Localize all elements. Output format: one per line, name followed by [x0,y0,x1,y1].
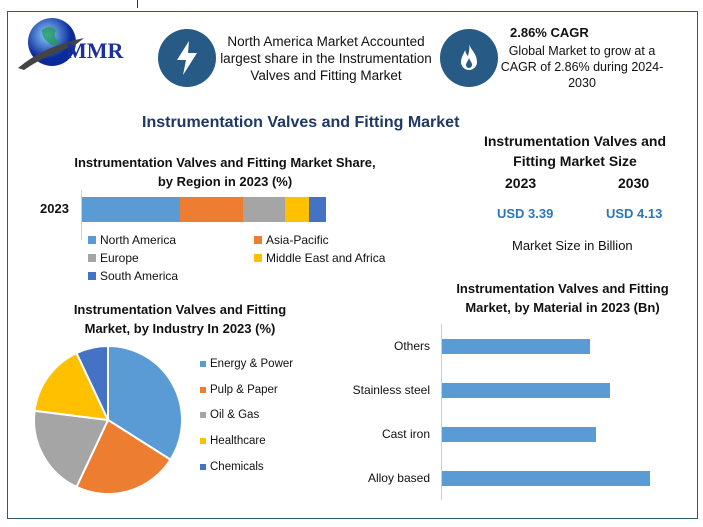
legend-swatch [88,236,96,244]
value-2023: USD 3.39 [497,206,554,221]
region-legend-item: Asia-Pacific [254,233,329,247]
legend-swatch [200,463,206,470]
material-label: Cast iron [381,427,430,441]
region-segment-middle-east-and-africa [284,197,309,222]
material-bar-stainless-steel [442,383,610,398]
region-segment-europe [243,197,285,222]
market-size-note: Market Size in Billion [512,238,633,253]
globe-icon [18,18,84,70]
year-2030: 2030 [618,175,650,191]
legend-label: North America [100,233,177,247]
industry-legend-item: Pulp & Paper [200,384,278,396]
logo-text: MMR [66,38,124,63]
market-size-title: Instrumentation Valves and Fitting Marke… [483,133,667,169]
industry-legend-item: Healthcare [200,435,266,447]
pie-slice-oil-gas [33,409,110,489]
industry-legend-item: Energy & Power [200,358,293,370]
legend-label: Chemicals [210,460,264,473]
legend-swatch [254,236,262,244]
legend-swatch [200,386,206,393]
value-2030: USD 4.13 [606,206,663,221]
material-bar-others [442,339,590,354]
legend-swatch [200,361,206,367]
legend-label: Europe [100,251,139,265]
infographic-frame [7,11,698,519]
region-segment-south-america [308,197,326,222]
material-bar-cast-iron [442,427,596,442]
flame-icon [440,29,498,87]
legend-swatch [254,254,262,262]
pie-slice-chemicals [75,344,109,421]
cagr-title: 2.86% CAGR [510,25,589,40]
material-label: Alloy based [367,471,430,485]
industry-legend-item: Chemicals [200,461,264,473]
region-segment-north-america [82,197,180,222]
page-title: Instrumentation Valves and Fitting Marke… [142,114,460,131]
lightning-icon [158,29,216,87]
industry-pie-chart [33,344,183,495]
legend-label: South America [100,269,179,283]
region-legend-item: Europe [88,251,139,265]
region-legend-item: South America [88,269,178,283]
pie-slice-healthcare [33,351,110,422]
industry-chart-title: Instrumentation Valves and Fitting Marke… [73,302,287,336]
region-axis [81,190,82,240]
material-label: Others [393,339,430,353]
legend-label: Asia-Pacific [266,233,329,247]
region-year-label: 2023 [40,201,69,216]
material-label: Stainless steel [352,383,430,397]
region-legend-item: Middle East and Africa [254,251,385,265]
legend-label: Oil & Gas [210,409,260,422]
region-stacked-bar [82,197,326,222]
cagr-text: Global Market to grow at a CAGR of 2.86%… [500,44,664,90]
year-2023: 2023 [505,175,537,191]
legend-label: Middle East and Africa [266,251,386,265]
legend-label: Pulp & Paper [210,383,278,396]
legend-label: Energy & Power [210,358,294,370]
tick-mark [137,0,138,8]
logo: MMR [14,16,144,76]
material-axis [441,324,442,500]
material-bar-alloy-based [442,471,650,486]
highlight-text: North America Market Accounted largest s… [220,34,432,83]
region-segment-asia-pacific [179,197,244,222]
material-chart-title: Instrumentation Valves and Fitting Marke… [456,281,669,315]
legend-swatch [88,272,96,280]
legend-swatch [200,412,206,419]
industry-legend-item: Oil & Gas [200,409,259,421]
legend-label: Healthcare [210,435,266,448]
region-chart-title: Instrumentation Valves and Fitting Marke… [74,155,376,189]
region-legend-item: North America [88,233,176,247]
legend-swatch [200,438,206,445]
legend-swatch [88,254,96,262]
